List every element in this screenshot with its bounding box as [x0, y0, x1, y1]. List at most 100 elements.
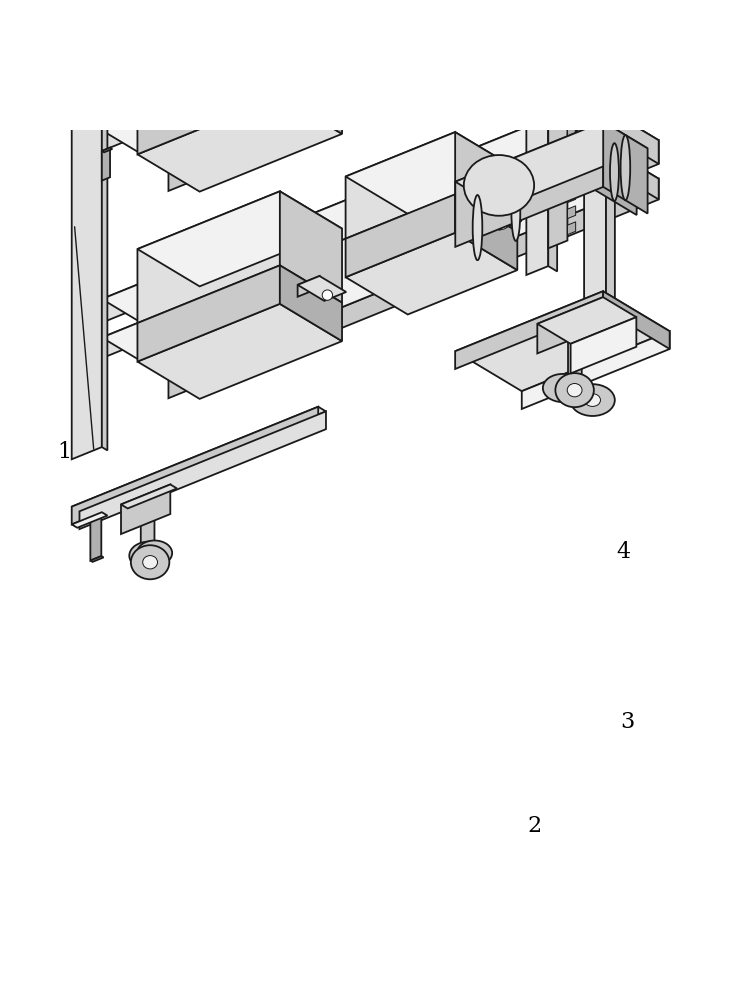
Polygon shape	[91, 556, 103, 562]
Polygon shape	[455, 194, 517, 270]
Ellipse shape	[501, 0, 564, 14]
Polygon shape	[102, 148, 112, 152]
Ellipse shape	[556, 382, 570, 394]
Polygon shape	[345, 0, 455, 31]
Polygon shape	[576, 123, 606, 137]
Ellipse shape	[555, 373, 594, 407]
Polygon shape	[137, 304, 342, 399]
Polygon shape	[102, 100, 659, 339]
Polygon shape	[493, 129, 637, 196]
Polygon shape	[568, 190, 576, 203]
Polygon shape	[473, 0, 495, 18]
Polygon shape	[571, 317, 636, 373]
Polygon shape	[137, 97, 342, 192]
Text: 4: 4	[616, 541, 630, 563]
Circle shape	[322, 83, 333, 93]
Polygon shape	[568, 142, 576, 155]
Polygon shape	[169, 0, 659, 155]
Polygon shape	[473, 205, 495, 226]
Polygon shape	[121, 484, 170, 534]
Polygon shape	[72, 407, 326, 511]
Polygon shape	[160, 176, 570, 352]
Polygon shape	[345, 0, 455, 70]
Polygon shape	[298, 276, 319, 297]
Polygon shape	[583, 356, 597, 362]
Polygon shape	[298, 69, 319, 89]
Polygon shape	[280, 191, 342, 303]
Polygon shape	[576, 123, 595, 178]
Polygon shape	[72, 0, 102, 459]
Polygon shape	[169, 0, 659, 191]
Circle shape	[498, 12, 508, 22]
Polygon shape	[526, 0, 548, 275]
Polygon shape	[568, 62, 576, 75]
Polygon shape	[455, 122, 603, 247]
Text: 3: 3	[620, 711, 634, 733]
Polygon shape	[522, 331, 669, 409]
Polygon shape	[606, 0, 615, 306]
Polygon shape	[345, 233, 517, 315]
Circle shape	[498, 219, 508, 229]
Ellipse shape	[143, 556, 158, 569]
Ellipse shape	[567, 383, 582, 397]
Text: 1: 1	[57, 441, 71, 463]
Polygon shape	[548, 0, 557, 271]
Polygon shape	[455, 122, 648, 208]
Polygon shape	[568, 126, 576, 139]
Polygon shape	[592, 100, 659, 164]
Ellipse shape	[543, 374, 583, 402]
Polygon shape	[473, 205, 522, 230]
Polygon shape	[137, 0, 280, 116]
Polygon shape	[568, 222, 576, 235]
Ellipse shape	[131, 545, 169, 579]
Polygon shape	[345, 26, 517, 107]
Polygon shape	[137, 191, 280, 323]
Ellipse shape	[129, 542, 169, 570]
Polygon shape	[592, 129, 637, 215]
Ellipse shape	[142, 550, 156, 561]
Polygon shape	[102, 0, 108, 450]
Polygon shape	[91, 515, 101, 561]
Polygon shape	[280, 58, 342, 134]
Polygon shape	[537, 297, 603, 353]
Polygon shape	[584, 0, 606, 310]
Polygon shape	[592, 139, 659, 199]
Ellipse shape	[473, 195, 482, 260]
Polygon shape	[102, 0, 592, 151]
Ellipse shape	[511, 183, 520, 241]
Polygon shape	[280, 0, 342, 95]
Polygon shape	[568, 158, 576, 171]
Polygon shape	[493, 129, 592, 228]
Ellipse shape	[620, 135, 630, 200]
Polygon shape	[568, 30, 576, 43]
Polygon shape	[102, 0, 659, 170]
Polygon shape	[523, 0, 618, 6]
Text: 2: 2	[528, 815, 542, 837]
Ellipse shape	[149, 548, 160, 558]
Polygon shape	[102, 0, 592, 115]
Polygon shape	[455, 291, 603, 369]
Polygon shape	[603, 291, 669, 349]
Polygon shape	[169, 179, 659, 398]
Polygon shape	[455, 291, 669, 391]
Ellipse shape	[464, 155, 534, 216]
Polygon shape	[583, 315, 594, 361]
Polygon shape	[537, 297, 636, 344]
Polygon shape	[102, 0, 659, 132]
Polygon shape	[137, 191, 342, 286]
Polygon shape	[102, 148, 110, 181]
Polygon shape	[568, 110, 576, 123]
Polygon shape	[455, 132, 517, 232]
Polygon shape	[568, 94, 576, 107]
Polygon shape	[137, 265, 280, 362]
Polygon shape	[80, 411, 326, 529]
Polygon shape	[455, 0, 517, 24]
Polygon shape	[169, 140, 659, 363]
Ellipse shape	[585, 394, 600, 406]
Polygon shape	[345, 194, 455, 277]
Circle shape	[322, 290, 333, 300]
Polygon shape	[102, 139, 592, 358]
Polygon shape	[568, 78, 576, 91]
Polygon shape	[568, 206, 576, 219]
Ellipse shape	[511, 0, 520, 14]
